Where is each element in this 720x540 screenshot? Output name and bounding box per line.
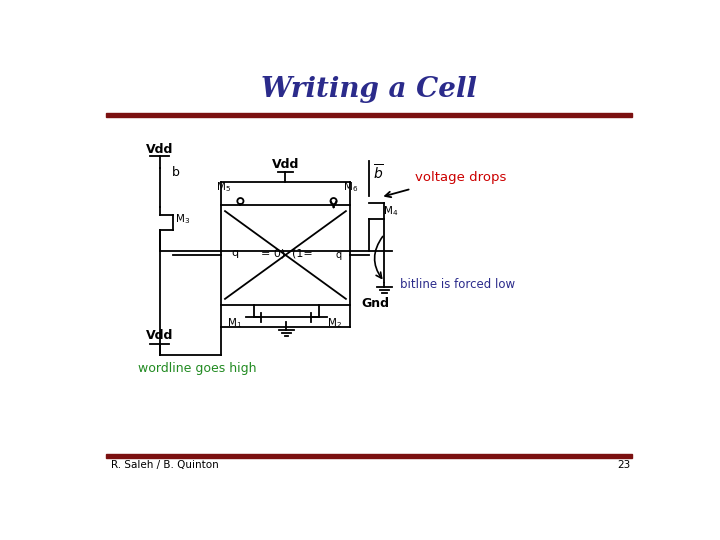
Text: = 0): = 0) — [261, 248, 286, 259]
Text: M$_6$: M$_6$ — [343, 180, 358, 194]
Text: q: q — [336, 250, 342, 260]
Text: M$_1$: M$_1$ — [227, 316, 242, 329]
Text: q: q — [231, 248, 238, 259]
Text: wordline goes high: wordline goes high — [138, 362, 256, 375]
Text: M$_5$: M$_5$ — [216, 180, 231, 194]
Text: bitline is forced low: bitline is forced low — [400, 278, 515, 291]
Text: R. Saleh / B. Quinton: R. Saleh / B. Quinton — [111, 460, 219, 470]
Text: Writing a Cell: Writing a Cell — [261, 76, 477, 103]
Bar — [221, 205, 350, 305]
Bar — [106, 113, 632, 117]
Text: Gnd: Gnd — [361, 298, 390, 310]
Text: (1=: (1= — [292, 248, 312, 259]
Text: 23: 23 — [618, 460, 631, 470]
Text: Vdd: Vdd — [271, 158, 299, 171]
Text: M$_3$: M$_3$ — [175, 212, 190, 226]
Text: Vdd: Vdd — [146, 143, 174, 156]
Text: M$_2$: M$_2$ — [327, 316, 342, 329]
Bar — [106, 455, 632, 457]
Text: $\overline{b}$: $\overline{b}$ — [373, 163, 384, 182]
Text: M$_4$: M$_4$ — [383, 204, 398, 218]
Text: voltage drops: voltage drops — [415, 172, 507, 185]
Text: Vdd: Vdd — [146, 329, 174, 342]
Text: b: b — [172, 166, 180, 179]
